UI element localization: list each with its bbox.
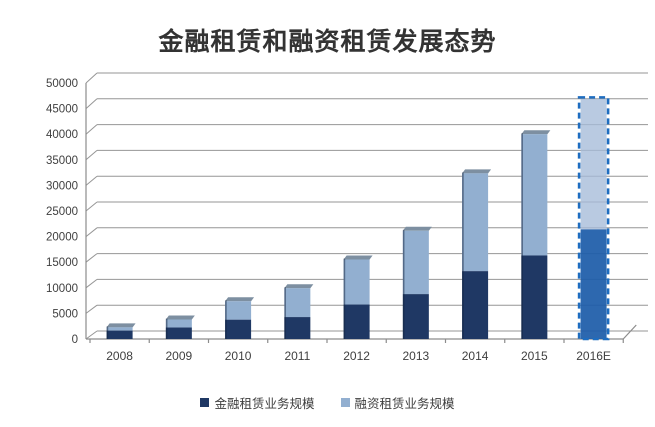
y-tick-label: 10000	[46, 283, 78, 295]
bar-2016E	[577, 96, 610, 341]
y-gridline-connector	[85, 175, 98, 186]
y-gridline-connector	[85, 304, 98, 314]
y-tick-label: 50000	[46, 78, 78, 90]
y-gridline-connector	[85, 124, 98, 135]
legend-swatch-finance-leasing	[340, 398, 350, 407]
bar-cap	[106, 323, 136, 328]
y-gridline-connector	[85, 98, 98, 109]
bar-2013	[402, 226, 432, 339]
y-tick-label: 0	[72, 334, 78, 346]
bar-2014	[462, 169, 492, 339]
y-gridline-connector	[85, 227, 98, 237]
bar-2010	[225, 297, 255, 339]
bar-segment-dark	[580, 229, 607, 339]
legend-item-finance-leasing: 融资租赁业务规模	[340, 393, 455, 412]
legend-swatch-financial-leasing	[200, 398, 210, 407]
y-tick-label: 30000	[46, 180, 78, 192]
bar-2009	[165, 315, 195, 339]
legend: 金融租赁业务规模 融资租赁业务规模	[0, 393, 655, 412]
legend-item-financial-leasing: 金融租赁业务规模	[200, 393, 315, 412]
bar-2011	[284, 284, 314, 339]
bar-segment-dark	[343, 304, 370, 339]
bar-segment-light	[402, 230, 429, 295]
axis-labels: 0 5000 10000 15000 20000 25000 30000 35000 40000…	[46, 78, 611, 363]
bar-segment-light	[580, 98, 607, 230]
chart-title: 金融租赁和融资租赁发展态势	[158, 28, 497, 56]
bar-segment-light	[165, 319, 192, 328]
y-tick-label: 20000	[46, 232, 78, 244]
bar-segment-light	[225, 301, 252, 320]
x-tick-label: 2008	[106, 349, 133, 363]
y-gridline-connector	[85, 279, 98, 289]
bar-segment-light	[284, 288, 311, 318]
x-tick-label: 2009	[165, 349, 192, 363]
legend-label-finance-leasing: 融资租赁业务规模	[354, 397, 455, 411]
gridlines	[85, 72, 648, 340]
bar-2012	[343, 255, 373, 339]
x-tick-label: 2016E	[576, 349, 611, 363]
legend-label-financial-leasing: 金融租赁业务规模	[214, 397, 315, 411]
bar-cap	[462, 169, 492, 174]
y-gridline-connector	[85, 330, 98, 340]
x-tick-label: 2015	[521, 349, 548, 363]
y-gridline-connector	[85, 201, 98, 212]
bar-cap	[284, 284, 314, 289]
bar-segment-dark	[165, 327, 192, 339]
bar-segment-light	[343, 259, 370, 305]
bar-segment-dark	[462, 271, 489, 339]
bar-segment-light	[521, 134, 548, 256]
bar-segment-dark	[106, 330, 133, 339]
bars	[106, 96, 610, 341]
highlight-dashed-border	[577, 96, 610, 341]
x-tick-label: 2011	[284, 349, 310, 363]
y-gridline-connector	[85, 150, 98, 161]
bar-segment-dark	[284, 317, 311, 339]
y-gridline-connector	[85, 253, 98, 263]
y-tick-label: 5000	[52, 308, 78, 320]
y-tick-label: 25000	[46, 206, 78, 218]
y-tick-label: 15000	[46, 257, 78, 269]
floor-right-edge	[622, 324, 637, 340]
bar-2008	[106, 323, 136, 339]
bar-cap	[225, 297, 255, 302]
bar-cap	[343, 255, 373, 260]
bar-cap	[402, 226, 432, 231]
bar-cap	[521, 130, 551, 135]
x-tick-label: 2014	[462, 349, 489, 363]
bar-segment-dark	[402, 294, 429, 339]
y-gridline-connector	[85, 72, 98, 84]
x-tick-label: 2010	[225, 349, 252, 363]
bar-cap	[165, 315, 195, 320]
y-tick-label: 35000	[46, 155, 78, 167]
bar-segment-dark	[521, 255, 548, 339]
bar-segment-light	[106, 327, 133, 331]
y-tick-label: 45000	[46, 104, 78, 116]
y-tick-label: 40000	[46, 129, 78, 141]
bar-segment-light	[462, 173, 489, 272]
x-tick-label: 2013	[402, 349, 429, 363]
x-tick-label: 2012	[343, 349, 370, 363]
bar-segment-dark	[225, 319, 252, 339]
bar-2015	[521, 130, 551, 339]
